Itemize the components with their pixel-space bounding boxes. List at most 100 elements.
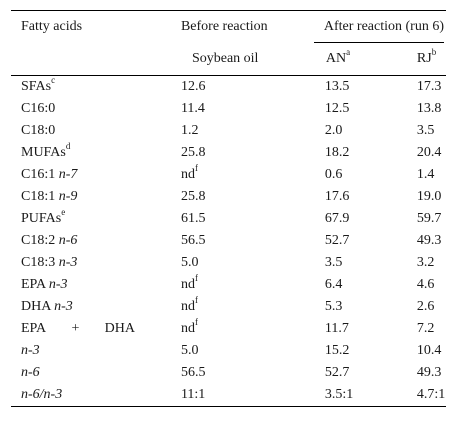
rj-value-cell: 13.8 <box>411 98 446 120</box>
fatty-acid-omega: n-6 <box>58 233 78 248</box>
soybean-value: 11.4 <box>180 101 205 116</box>
rj-value: 10.4 <box>416 343 442 358</box>
rj-value-cell: 3.5 <box>411 120 446 142</box>
rj-value: 4.7:1 <box>416 387 446 402</box>
an-value-cell: 3.5:1 <box>313 384 411 407</box>
fatty-acid-name-cell: n-3 <box>11 340 181 362</box>
table-body: SFAsc 12.6 13.5 17.3 C16:0 11.4 12.5 13.8 C18:0 1… <box>11 76 446 407</box>
an-value: 3.5 <box>324 255 343 270</box>
soybean-footnote: f <box>194 295 198 306</box>
an-value-cell: 6.4 <box>314 274 411 296</box>
soybean-value: 5.0 <box>180 343 199 358</box>
epa-dha-part3: DHA <box>104 321 135 336</box>
table-row: EPA + DHA ndf 11.7 7.2 <box>11 318 446 340</box>
soybean-value-cell: 56.5 <box>181 362 314 384</box>
header-row-1: Fatty acids Before reaction After reacti… <box>11 10 446 43</box>
an-value: 2.0 <box>324 123 343 138</box>
fatty-acid-omega: n-6/n-3 <box>21 387 63 402</box>
rj-value: 2.6 <box>416 299 435 314</box>
fatty-acid-name-cell: EPA + DHA <box>11 318 181 340</box>
fatty-acid-name-cell: DHA n-3 <box>11 296 181 318</box>
an-value-cell: 11.7 <box>314 318 411 340</box>
table-row: C18:0 1.2 2.0 3.5 <box>11 120 446 142</box>
soybean-footnote: f <box>194 163 198 174</box>
epa-dha-plus: + <box>71 321 80 336</box>
rj-value-cell: 7.2 <box>411 318 446 340</box>
soybean-value: 56.5 <box>180 233 206 248</box>
soybean-value: nd <box>180 321 195 336</box>
rj-value: 19.0 <box>416 189 442 204</box>
fatty-acid-name: SFAs <box>21 79 52 94</box>
an-value-cell: 52.7 <box>314 362 411 384</box>
an-value: 15.2 <box>324 343 350 358</box>
soybean-value: 61.5 <box>180 211 206 226</box>
header-row-2: Soybean oil ANa RJb <box>11 43 446 76</box>
rj-value: 20.4 <box>416 145 442 160</box>
fatty-acid-omega: n-3 <box>21 343 40 358</box>
rj-value: 1.4 <box>416 167 435 182</box>
fatty-acid-footnote: d <box>65 141 71 152</box>
an-value-cell: 2.0 <box>314 120 411 142</box>
fatty-acid-name-cell: PUFAse <box>11 208 181 230</box>
soybean-value: 25.8 <box>180 189 206 204</box>
header-before-reaction: Before reaction <box>180 10 314 43</box>
fatty-acid-name-cell: C16:1 n-7 <box>11 164 181 186</box>
header-after-reaction-cell: After reaction (run 6) <box>313 10 446 43</box>
soybean-value-cell: 12.6 <box>181 76 314 99</box>
fatty-acid-omega: n-3 <box>48 277 68 292</box>
header-fatty-acids: Fatty acids <box>11 10 181 43</box>
soybean-value-cell: 11.4 <box>181 98 314 120</box>
fatty-acid-omega: n-9 <box>58 189 78 204</box>
rj-value-cell: 49.3 <box>411 362 446 384</box>
an-value-cell: 0.6 <box>314 164 411 186</box>
fatty-acid-name-cell: C18:2 n-6 <box>11 230 181 252</box>
soybean-value: 12.6 <box>180 79 206 94</box>
table-row: SFAsc 12.6 13.5 17.3 <box>11 76 446 99</box>
rj-value: 17.3 <box>416 79 442 94</box>
soybean-value-cell: 1.2 <box>181 120 314 142</box>
soybean-value: nd <box>180 167 195 182</box>
rj-value-cell: 3.2 <box>411 252 446 274</box>
fatty-acid-omega: n-3 <box>54 299 73 314</box>
an-value: 67.9 <box>324 211 350 226</box>
table-row: n-6 56.5 52.7 49.3 <box>11 362 446 384</box>
an-value: 52.7 <box>324 365 350 380</box>
fatty-acid-name: PUFAs <box>21 211 62 226</box>
an-value: 11.7 <box>324 321 349 336</box>
header-rj-label: RJ <box>416 51 432 66</box>
an-value-cell: 17.6 <box>314 186 411 208</box>
rj-value: 7.2 <box>416 321 435 336</box>
soybean-footnote: f <box>194 317 198 328</box>
fatty-acid-name: C18:0 <box>21 123 56 138</box>
rj-value-cell: 4.7:1 <box>410 384 446 407</box>
header-an: ANa <box>313 43 411 76</box>
an-value: 17.6 <box>324 189 350 204</box>
table-row: DHA n-3 ndf 5.3 2.6 <box>11 296 446 318</box>
fatty-acid-name: DHA <box>21 299 55 314</box>
fatty-acid-omega: n-3 <box>58 255 78 270</box>
rj-value: 59.7 <box>416 211 442 226</box>
rj-value-cell: 19.0 <box>411 186 446 208</box>
header-after-reaction: After reaction (run 6) <box>313 11 444 43</box>
soybean-footnote: f <box>194 273 198 284</box>
fatty-acid-footnote: e <box>61 207 66 218</box>
header-an-label: AN <box>325 51 347 66</box>
rj-value: 49.3 <box>416 233 442 248</box>
table-row: C18:3 n-3 5.0 3.5 3.2 <box>11 252 446 274</box>
rj-value-cell: 49.3 <box>411 230 446 252</box>
epa-dha-label: EPA + DHA <box>21 318 135 340</box>
an-value-cell: 5.3 <box>314 296 411 318</box>
rj-value-cell: 4.6 <box>411 274 446 296</box>
an-value: 5.3 <box>324 299 343 314</box>
fatty-acid-name-cell: SFAsc <box>11 76 181 99</box>
soybean-value: 11:1 <box>180 387 206 402</box>
soybean-value: nd <box>180 299 195 314</box>
soybean-value: 56.5 <box>180 365 206 380</box>
rj-value-cell: 1.4 <box>411 164 446 186</box>
fatty-acid-omega: n-7 <box>58 167 78 182</box>
an-value: 3.5:1 <box>324 387 354 402</box>
epa-dha-part1: EPA <box>21 321 47 336</box>
an-value: 6.4 <box>324 277 343 292</box>
soybean-value-cell: 56.5 <box>181 230 314 252</box>
